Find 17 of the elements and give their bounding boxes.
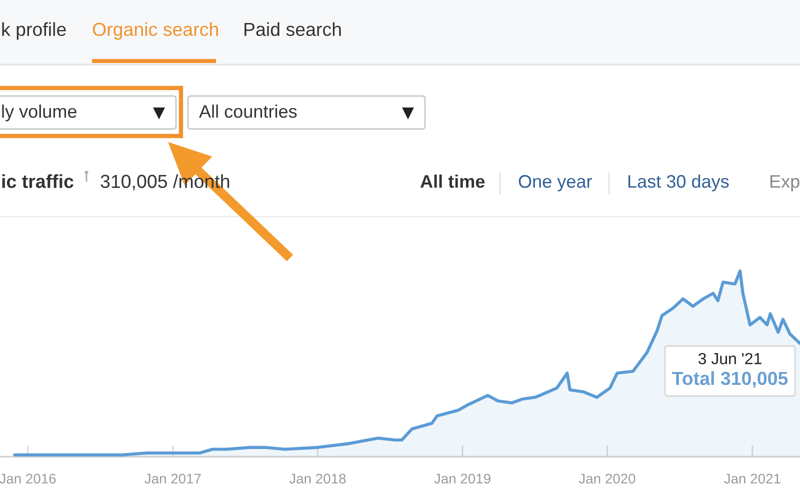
text: All time xyxy=(420,174,485,188)
text: Paid search xyxy=(244,22,341,36)
text: k profile xyxy=(2,22,66,40)
x-tick-label: Jan 2020 xyxy=(578,474,636,484)
x-tick-label: Jan 2017 xyxy=(144,474,201,484)
text: All countries xyxy=(199,104,297,118)
chart-title: ic traffic xyxy=(2,174,74,188)
annotation: 3 Jun '21 xyxy=(698,352,762,364)
annotation: Total 310,005 xyxy=(672,371,788,388)
text: One year xyxy=(518,175,592,192)
x-tick-label: Jan 2021 xyxy=(724,474,780,484)
x-tick-label: Jan 2018 xyxy=(289,474,346,484)
text: ly volume xyxy=(2,104,76,122)
text: Last 30 days xyxy=(628,174,729,192)
text: Exp xyxy=(770,175,800,192)
x-tick-label: Jan 2019 xyxy=(434,474,490,484)
text: Organic search xyxy=(92,22,218,40)
